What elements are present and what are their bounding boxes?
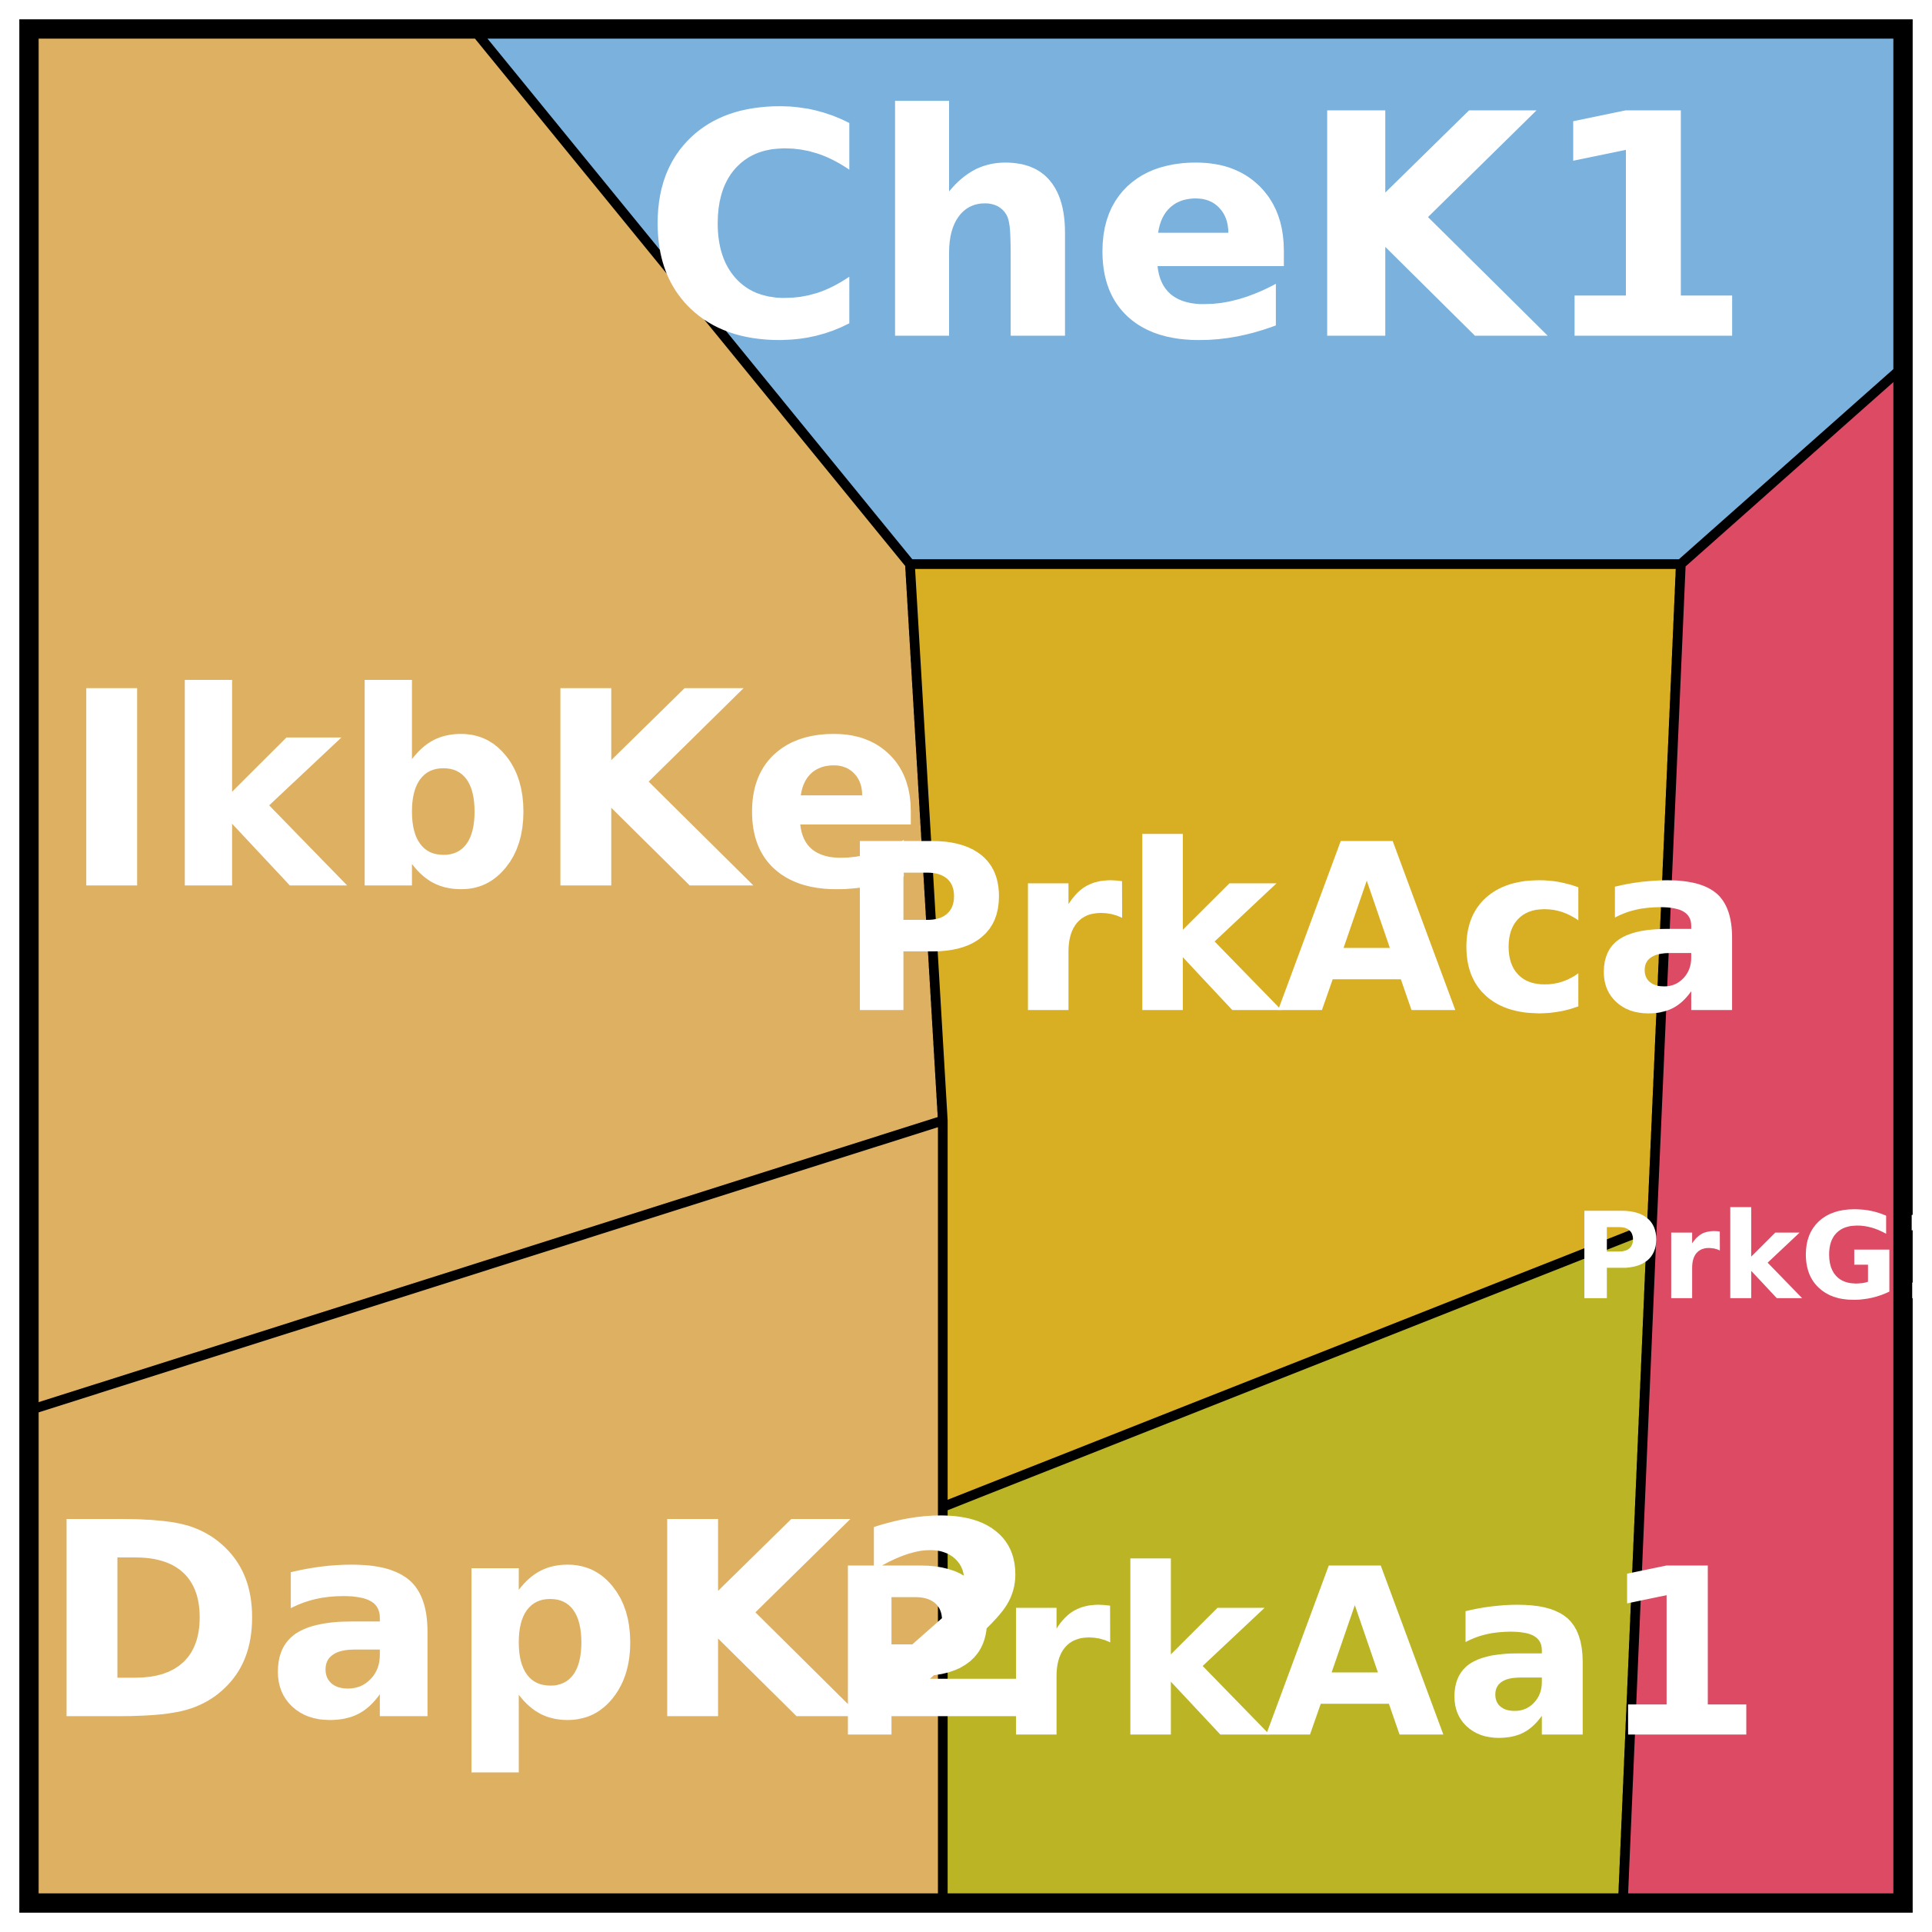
label-chek1: CheK1 <box>642 48 1754 408</box>
label-prkaa1: PrkAa1 <box>827 1520 1763 1790</box>
label-prkaca: PrkAca <box>838 795 1750 1065</box>
voronoi-treemap: CheK1IkbKeDapK2PrkAcaPrkAa1PrkG1 <box>0 0 1932 1932</box>
label-prkg1: PrkG1 <box>1574 1187 1932 1327</box>
label-ikbke: IkbKe <box>62 635 924 949</box>
